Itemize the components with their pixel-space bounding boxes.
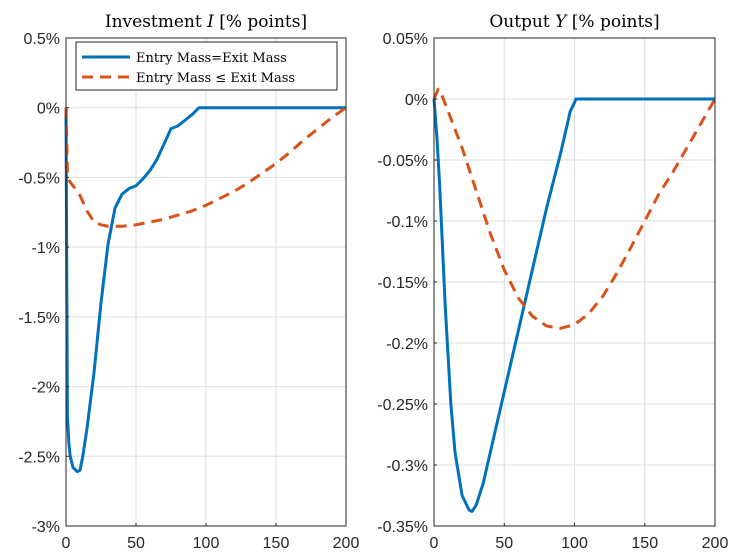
output-y-tick-label: -0.2% — [386, 336, 428, 353]
investment-x-tick-label: 50 — [127, 535, 145, 552]
investment-y-tick-label: 0.5% — [24, 31, 60, 48]
investment-y-tick-label: -2.5% — [18, 449, 60, 466]
investment-x-tick-label: 0 — [62, 535, 71, 552]
output-x-tick-label: 150 — [631, 535, 658, 552]
investment-y-tick-label: -1.5% — [18, 310, 60, 327]
output-x-tick-label: 200 — [702, 535, 729, 552]
output-chart-title: Output Y [% points] — [489, 12, 659, 32]
investment-series-entry-le-exit-line — [64, 106, 347, 228]
output-y-tick-label: 0.05% — [383, 31, 428, 48]
investment-y-tick-label: -3% — [32, 519, 60, 536]
output-y-tick-label: -0.05% — [377, 153, 428, 170]
investment-x-tick-label: 150 — [263, 535, 290, 552]
output-x-tick-label: 50 — [495, 535, 513, 552]
investment-chart-title: Investment I [% points] — [105, 12, 307, 32]
investment-y-tick-label: -2% — [32, 380, 60, 397]
output-series-entry-le-exit-line — [432, 87, 717, 330]
output-series-equal-mass-line — [432, 97, 715, 513]
legend-box — [75, 41, 338, 91]
investment-series-equal-mass-line — [64, 106, 346, 474]
investment-x-tick-label: 100 — [193, 535, 220, 552]
investment-y-tick-label: -0.5% — [18, 170, 60, 187]
output-y-tick-label: 0% — [405, 92, 428, 109]
output-y-tick-label: -0.35% — [377, 519, 428, 536]
output-y-tick-label: -0.15% — [377, 275, 428, 292]
investment-panel: 0 50 100 150 200 0.5% 0% -0.5% -1% -1.5% -2% -2.5% -… — [18, 12, 359, 552]
output-y-tick-label: -0.3% — [386, 458, 428, 475]
output-x-tick-label: 0 — [430, 535, 439, 552]
output-panel: 0 50 100 150 200 0.05% 0% -0.05% -0.1% -0.15% -0.2… — [377, 12, 728, 552]
investment-x-tick-label: 200 — [333, 535, 360, 552]
legend-label-entry-le-exit: Entry Mass ≤ Exit Mass — [136, 71, 295, 86]
output-y-tick-label: -0.1% — [386, 214, 428, 231]
investment-y-tick-label: -1% — [32, 240, 60, 257]
output-y-tick-label: -0.25% — [377, 397, 428, 414]
investment-y-tick-label: 0% — [37, 101, 60, 118]
legend-label-equal-mass: Entry Mass=Exit Mass — [136, 51, 287, 66]
output-x-tick-label: 100 — [561, 535, 588, 552]
